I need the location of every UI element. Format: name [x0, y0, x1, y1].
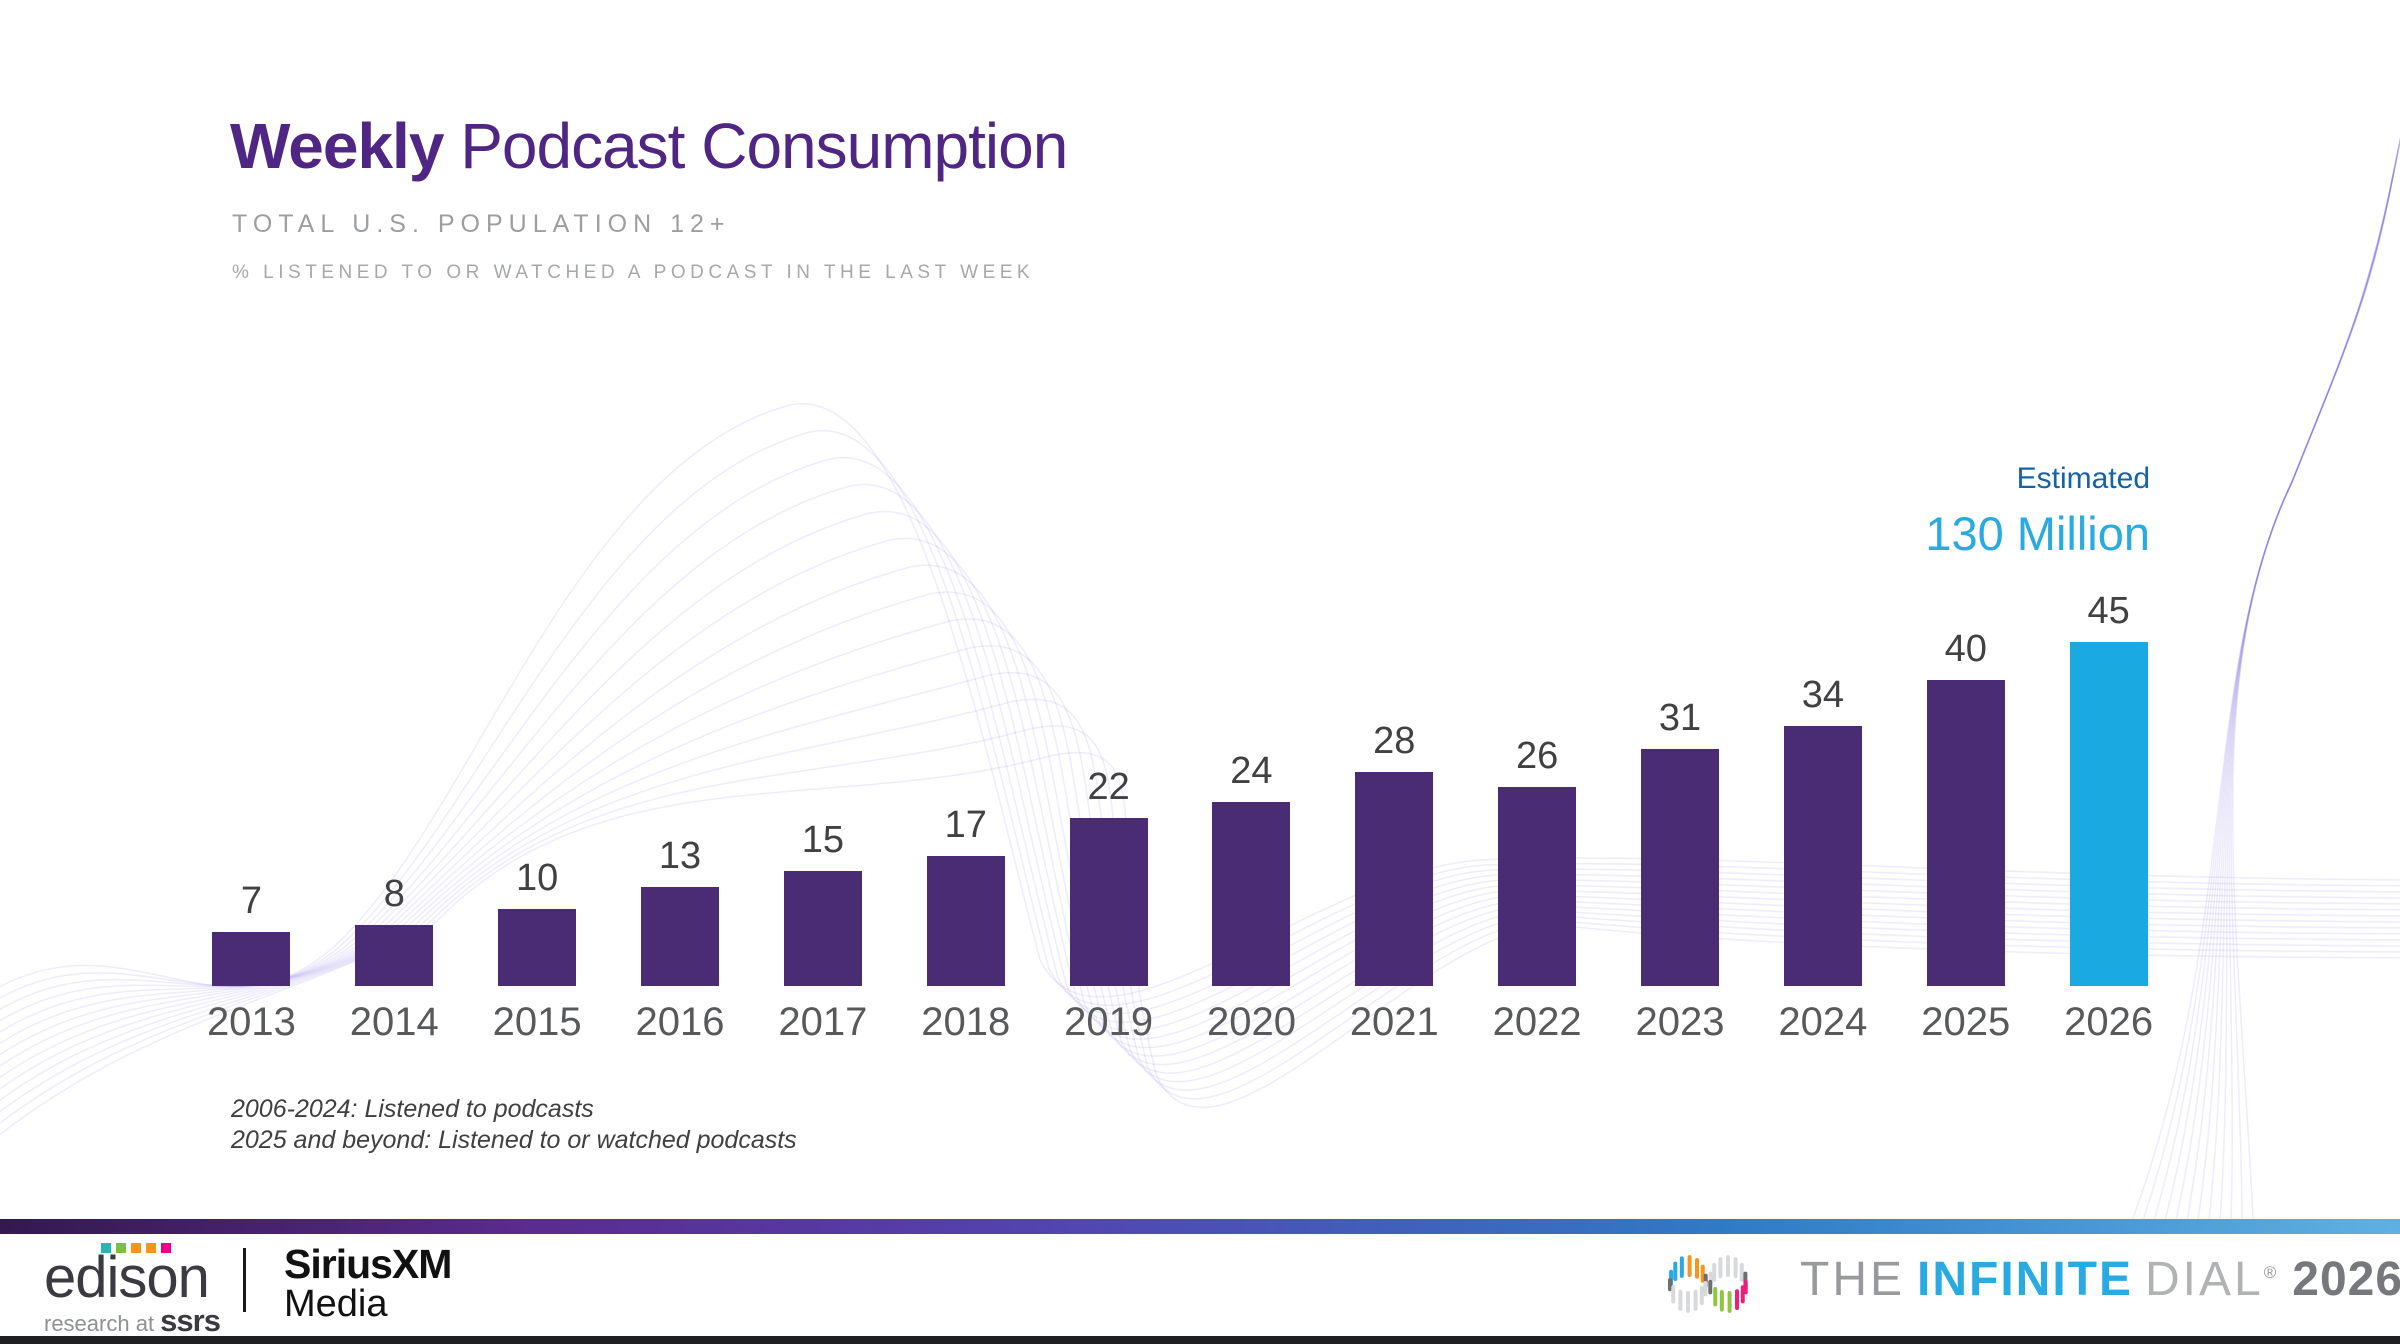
x-axis-label: 2021	[1349, 1000, 1439, 1044]
bar-2018	[926, 856, 1005, 986]
title-emphasis: Weekly	[230, 110, 444, 182]
x-axis-label: 2022	[1492, 1000, 1582, 1044]
bar-group-2024: 34 2024	[1751, 560, 1894, 1044]
bar-group-2013: 7 2013	[180, 560, 323, 1044]
bar-2023	[1641, 749, 1720, 986]
wordmark-infinite: INFINITE	[1917, 1253, 2133, 1306]
bar-group-2014: 8 2014	[323, 560, 466, 1044]
footer-logo-divider	[243, 1248, 246, 1312]
x-axis-label: 2020	[1206, 1000, 1296, 1044]
infinite-dial-wordmark: THE INFINITE DIAL® 2026	[1800, 1252, 2400, 1307]
bar-value-label: 31	[1658, 697, 1702, 739]
footer: edison research at ssrs SiriusXM Media T…	[0, 1234, 2400, 1339]
bar-2022	[1498, 787, 1577, 986]
x-axis-label: 2014	[349, 1000, 439, 1044]
wordmark-dial: DIAL	[2145, 1253, 2264, 1306]
x-axis-label: 2019	[1064, 1000, 1154, 1044]
bar-value-label: 8	[383, 873, 405, 915]
bar-value-label: 34	[1801, 674, 1845, 716]
footer-bottom-bar	[0, 1336, 2400, 1344]
bar-value-label: 24	[1230, 750, 1273, 792]
bar-2021	[1355, 772, 1434, 986]
x-axis-label: 2025	[1921, 1000, 2011, 1044]
footer-gradient-divider	[0, 1219, 2400, 1234]
bar-2020	[1212, 802, 1291, 986]
bar-2019	[1069, 818, 1148, 986]
bar-2017	[783, 871, 862, 986]
siriusxm-media-label: Media	[284, 1283, 388, 1325]
x-axis-label: 2013	[206, 1000, 296, 1044]
bar-chart: 7 2013 8 2014 10 2015 13 2016 15 2017 17 2018 22 2019…	[180, 560, 2180, 1044]
bar-group-2017: 15 2017	[751, 560, 894, 1044]
bar-2025	[1926, 680, 2005, 986]
estimated-annotation: Estimated 130 Million	[1925, 462, 2150, 561]
wordmark-year: 2026	[2292, 1253, 2400, 1306]
x-axis-label: 2024	[1778, 1000, 1868, 1044]
x-axis-label: 2018	[921, 1000, 1011, 1044]
edison-tagline-ssrs: ssrs	[160, 1303, 221, 1338]
infinite-dial-infinity-icon	[1668, 1255, 1748, 1313]
bar-group-2019: 22 2019	[1037, 560, 1180, 1044]
bar-group-2026: 45 2026	[2037, 560, 2180, 1044]
x-axis-label: 2015	[492, 1000, 582, 1044]
bar-2024	[1783, 726, 1862, 986]
bar-2016	[641, 887, 719, 986]
bar-value-label: 28	[1373, 720, 1416, 762]
siriusxm-wordmark: SiriusXM	[284, 1241, 452, 1287]
footnote-line-2: 2025 and beyond: Listened to or watched …	[231, 1126, 797, 1154]
bar-group-2023: 31 2023	[1609, 560, 1752, 1044]
bar-value-label: 13	[658, 835, 702, 877]
bar-group-2020: 24 2020	[1180, 560, 1323, 1044]
edison-logo-tagline: research at ssrs	[44, 1303, 254, 1339]
estimated-value: 130 Million	[1925, 507, 2150, 560]
bar-group-2015: 10 2015	[466, 560, 609, 1044]
bar-value-label: 40	[1944, 628, 1987, 670]
bar-value-label: 45	[2087, 590, 2130, 632]
footnote-line-1: 2006-2024: Listened to podcasts	[231, 1095, 594, 1123]
title-rest: Podcast Consumption	[443, 110, 1068, 182]
bar-value-label: 22	[1087, 766, 1130, 808]
chart-footnotes: 2006-2024: Listened to podcasts 2025 and…	[231, 1094, 797, 1156]
bar-group-2018: 17 2018	[894, 560, 1037, 1044]
bar-value-label: 15	[801, 819, 844, 861]
bar-value-label: 26	[1516, 735, 1559, 777]
x-axis-label: 2023	[1635, 1000, 1725, 1044]
bar-group-2021: 28 2021	[1323, 560, 1466, 1044]
bar-group-2016: 13 2016	[609, 560, 752, 1044]
bar-group-2025: 40 2025	[1894, 560, 2037, 1044]
bar-2013	[212, 932, 291, 986]
x-axis-label: 2016	[635, 1000, 725, 1044]
registered-mark: ®	[2263, 1263, 2277, 1282]
edison-logo-name: edison	[44, 1245, 210, 1310]
chart-subtitle: TOTAL U.S. POPULATION 12+	[232, 210, 731, 238]
wordmark-the: THE	[1800, 1253, 1905, 1306]
edison-logo-dots-icon	[101, 1243, 171, 1253]
bar-value-label: 10	[516, 857, 559, 899]
bar-2026	[2069, 642, 2148, 986]
bar-group-2022: 26 2022	[1466, 560, 1609, 1044]
estimated-label: Estimated	[2016, 462, 2150, 495]
page-title: Weekly Podcast Consumption	[230, 110, 1068, 182]
x-axis-label: 2026	[2064, 1000, 2154, 1044]
edison-research-logo: edison research at ssrs	[44, 1240, 254, 1339]
x-axis-label: 2017	[778, 1000, 868, 1044]
bar-value-label: 7	[240, 880, 262, 922]
siriusxm-media-logo: SiriusXM Media	[284, 1241, 452, 1325]
bar-value-label: 17	[944, 804, 987, 846]
bar-2015	[498, 909, 577, 986]
edison-tagline-prefix: research at	[44, 1311, 161, 1336]
bar-2014	[355, 925, 434, 986]
chart-measure-note: % LISTENED TO OR WATCHED A PODCAST IN TH…	[232, 262, 1035, 283]
